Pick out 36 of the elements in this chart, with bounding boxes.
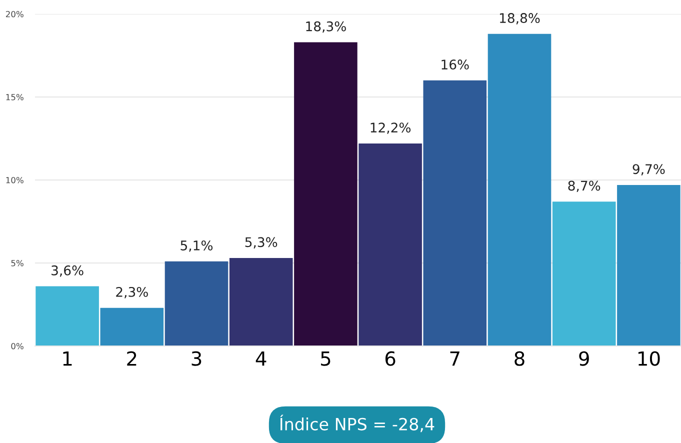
data-label: 9,7%: [632, 164, 665, 176]
bar: [552, 202, 616, 346]
y-tick-label: 10%: [6, 176, 24, 184]
bar: [229, 258, 293, 346]
y-tick-label: 0%: [11, 342, 24, 350]
bar: [617, 184, 680, 346]
bar: [423, 80, 487, 346]
x-tick-label: 3: [192, 351, 202, 366]
x-tick-label: 8: [514, 351, 524, 366]
x-tick-label: 6: [385, 351, 396, 366]
x-tick-label: 1: [63, 351, 72, 366]
bar: [294, 42, 358, 346]
x-tick-label: 4: [256, 351, 266, 366]
x-tick-label: 2: [127, 351, 136, 366]
bar: [36, 286, 99, 346]
bar: [164, 261, 228, 346]
data-label: 18,8%: [500, 13, 540, 24]
bar: [358, 143, 422, 346]
text: Índice NPS = -28,4: [280, 414, 434, 432]
x-tick-label: 7: [450, 351, 460, 366]
data-label: 18,3%: [306, 21, 346, 33]
bar: [488, 34, 552, 346]
data-label: 8,7%: [568, 180, 600, 192]
data-label: 5,3%: [245, 237, 278, 248]
x-tick-label: 9: [579, 351, 589, 366]
data-label: 3,6%: [52, 265, 84, 277]
data-label: 12,2%: [370, 122, 411, 134]
x-tick-label: 10: [638, 351, 660, 366]
x-tick-label: 5: [321, 351, 330, 366]
data-label: 5,1%: [180, 240, 213, 252]
data-label: 2,3%: [116, 286, 148, 298]
y-tick-label: 20%: [6, 10, 24, 18]
bar: [100, 308, 164, 346]
y-tick-label: 5%: [11, 260, 24, 266]
data-label: 16%: [442, 60, 469, 70]
y-tick-label: 15%: [6, 94, 24, 100]
